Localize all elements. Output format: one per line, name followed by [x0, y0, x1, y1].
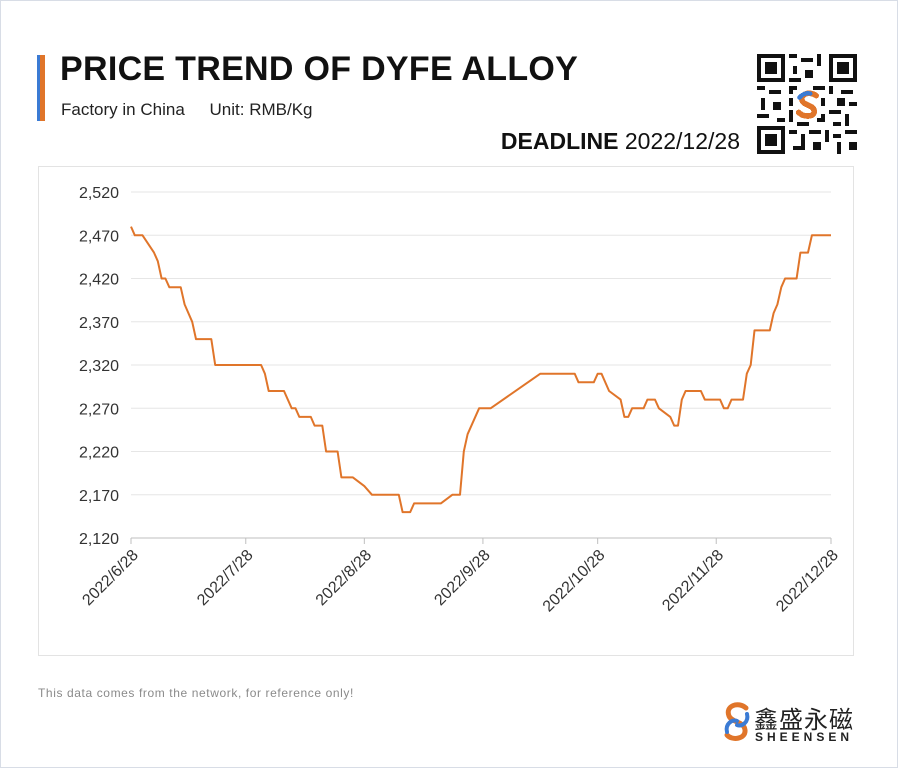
qr-code-icon	[757, 54, 857, 154]
price-series-line	[130, 226, 831, 514]
y-tick-label: 2,370	[79, 315, 119, 332]
brand-name-cn: 鑫盛永磁	[754, 706, 854, 734]
x-tick-label: 2022/7/28	[194, 547, 256, 609]
chart-panel: 2,120 2,170 2,220 2,270 2,320 2,370 2,420 2,470…	[38, 166, 854, 656]
y-tick-label: 2,170	[79, 488, 119, 505]
y-tick-label: 2,120	[79, 531, 119, 548]
x-tick-label: 2022/9/28	[431, 547, 493, 609]
x-tick-label: 2022/11/28	[659, 547, 727, 615]
footnote: This data comes from the network, for re…	[38, 686, 354, 700]
deadline-label: DEADLINE	[500, 128, 619, 154]
price-line-chart: 2,120 2,170 2,220 2,270 2,320 2,370 2,420 2,470…	[79, 185, 842, 616]
y-tick-label: 2,220	[79, 445, 119, 462]
y-tick-label: 2,270	[79, 401, 119, 418]
subtitle-location: Factory in China	[61, 100, 185, 119]
subtitle: Factory in China Unit: RMB/Kg	[61, 100, 313, 120]
deadline-date: 2022/12/28	[624, 128, 740, 154]
x-tick-label: 2022/8/28	[313, 547, 375, 609]
y-tick-label: 2,520	[79, 185, 119, 202]
y-tick-label: 2,320	[79, 358, 119, 375]
x-tick-label: 2022/6/28	[79, 547, 141, 609]
deadline: DEADLINE 2022/12/28	[501, 128, 740, 155]
x-tick-label: 2022/10/28	[540, 547, 609, 616]
title-accent-bar	[37, 55, 45, 121]
brand-name-en: SHEENSEN	[755, 730, 854, 744]
subtitle-unit: Unit: RMB/Kg	[209, 100, 313, 119]
sheensen-logo-icon	[724, 702, 750, 741]
y-tick-label: 2,420	[79, 272, 119, 289]
page-title: PRICE TREND OF DYFE ALLOY	[60, 50, 579, 88]
y-tick-label: 2,470	[79, 228, 119, 245]
x-tick-label: 2022/12/28	[773, 547, 842, 616]
